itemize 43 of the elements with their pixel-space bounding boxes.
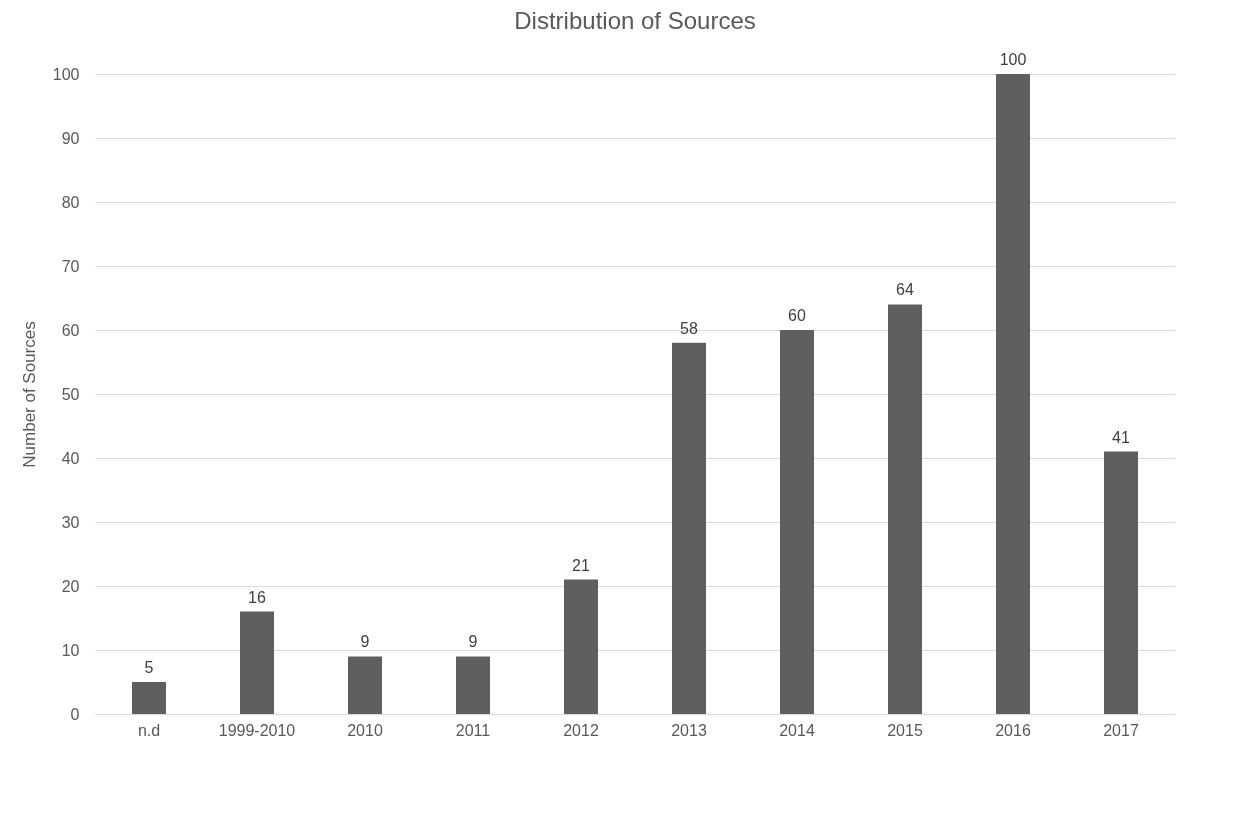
y-tick-label: 40 — [61, 449, 80, 467]
x-tick-label: n.d — [137, 721, 161, 739]
chart-title: Distribution of Sources — [514, 7, 756, 34]
data-label: 58 — [680, 319, 698, 337]
x-tick-label: 2014 — [779, 721, 815, 739]
x-tick-label: 2012 — [563, 721, 599, 739]
x-tick-label: 1999-2010 — [218, 721, 296, 739]
data-label: 21 — [572, 556, 590, 574]
data-label: 64 — [896, 281, 914, 299]
y-tick-label: 80 — [61, 193, 80, 211]
data-label: 9 — [468, 633, 478, 651]
bar — [132, 682, 166, 714]
bar — [672, 342, 706, 714]
y-tick-label: 30 — [61, 513, 80, 531]
x-tick-label: 2011 — [455, 721, 491, 739]
data-label: 5 — [144, 659, 154, 676]
y-tick-label: 20 — [61, 577, 80, 595]
bar — [888, 304, 922, 714]
y-tick-label: 100 — [52, 65, 80, 83]
x-tick-label: 2013 — [671, 721, 707, 739]
x-tick-label: 2017 — [1103, 721, 1139, 739]
y-tick-label: 0 — [70, 705, 80, 723]
y-tick-label: 70 — [61, 257, 80, 275]
y-tick-label: 60 — [61, 321, 80, 339]
bar — [564, 579, 598, 714]
y-tick-label: 50 — [61, 385, 80, 403]
bar — [1104, 451, 1138, 714]
bar — [348, 656, 382, 714]
y-tick-label: 10 — [61, 641, 80, 659]
bar — [240, 611, 274, 714]
data-label: 60 — [788, 307, 806, 324]
x-tick-label: 2010 — [347, 721, 383, 739]
bar — [996, 74, 1030, 714]
data-label: 9 — [360, 633, 370, 651]
bar — [456, 656, 490, 714]
x-tick-label: 2016 — [995, 721, 1031, 739]
data-label: 16 — [248, 588, 266, 606]
x-tick-label: 2015 — [887, 721, 923, 739]
y-tick-label: 90 — [61, 129, 80, 147]
data-label: 41 — [1112, 428, 1130, 446]
y-axis-title: Number of Sources — [19, 321, 39, 468]
bar — [780, 330, 814, 714]
data-label: 100 — [999, 51, 1027, 68]
